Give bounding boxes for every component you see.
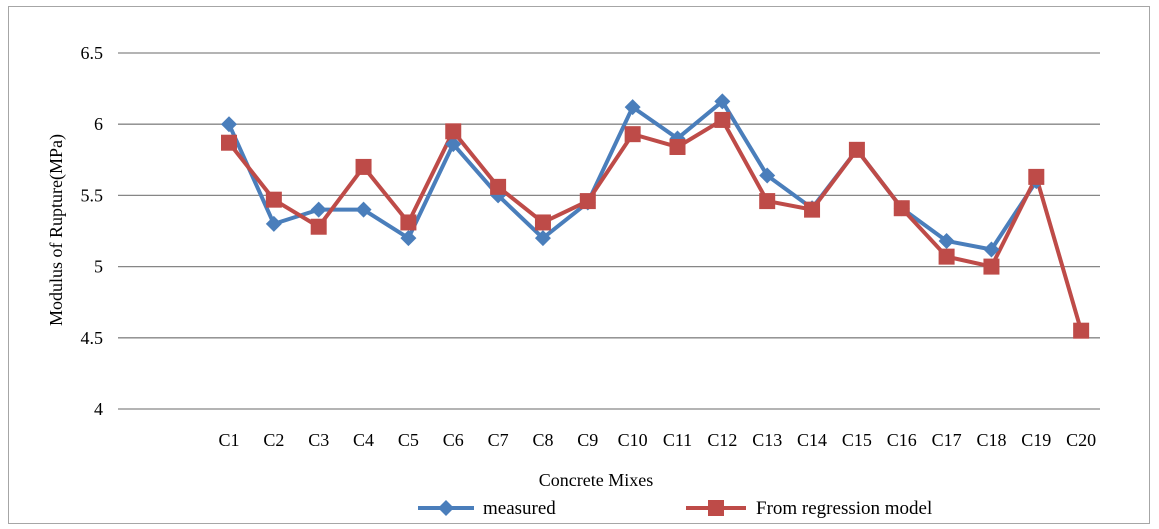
data-point-regression xyxy=(221,134,237,151)
x-axis-title: Concrete Mixes xyxy=(539,470,653,490)
y-tick-label: 4.5 xyxy=(81,328,104,348)
series-markers xyxy=(221,93,1090,339)
data-point-regression xyxy=(669,138,686,155)
y-tick-label: 6 xyxy=(94,114,103,134)
x-tick-label: C8 xyxy=(532,430,553,450)
y-tick-label: 5 xyxy=(94,257,103,277)
x-tick-label: C4 xyxy=(353,430,374,450)
legend-label: From regression model xyxy=(756,498,932,519)
x-tick-label: C6 xyxy=(443,430,464,450)
x-tick-label: C14 xyxy=(797,430,827,450)
y-tick-labels: 4 4.5 5 5.5 6 6.5 xyxy=(81,43,104,419)
y-axis-title: Modulus of Rupture(MPa) xyxy=(46,134,67,326)
data-point-regression xyxy=(759,193,776,210)
series-line-1 xyxy=(227,117,1084,332)
x-tick-label: C20 xyxy=(1066,430,1096,450)
legend-label: measured xyxy=(483,498,556,519)
x-tick-label: C3 xyxy=(308,430,329,450)
data-point-regression xyxy=(400,214,417,231)
data-point-measured xyxy=(355,201,372,218)
data-point-regression xyxy=(355,158,372,175)
data-point-regression xyxy=(714,111,731,128)
data-point-measured xyxy=(714,93,731,110)
data-point-measured xyxy=(759,167,776,184)
data-point-regression xyxy=(445,123,462,140)
chart-frame xyxy=(8,6,1150,524)
x-tick-label: C16 xyxy=(887,430,917,450)
x-tick-labels: C1 C2 C3 C4 C5 C6 C7 C8 C9 C10 C11 C12 C13 C14 C15 C16 C… xyxy=(218,430,1096,450)
x-tick-label: C19 xyxy=(1021,430,1051,450)
x-tick-label: C13 xyxy=(752,430,782,450)
data-point-measured xyxy=(310,201,327,218)
data-point-measured xyxy=(400,230,417,247)
data-point-regression xyxy=(310,218,327,235)
x-tick-label: C15 xyxy=(842,430,872,450)
x-tick-label: C9 xyxy=(577,430,598,450)
data-point-measured xyxy=(938,232,955,249)
data-point-regression xyxy=(848,141,865,158)
x-tick-label: C7 xyxy=(488,430,509,450)
data-point-regression xyxy=(265,191,282,208)
y-tick-label: 6.5 xyxy=(81,43,104,63)
x-tick-label: C10 xyxy=(618,430,648,450)
data-point-measured xyxy=(445,136,462,153)
data-point-measured xyxy=(265,215,282,232)
x-tick-label: C5 xyxy=(398,430,419,450)
data-point-regression xyxy=(534,214,551,231)
data-point-regression xyxy=(490,178,507,195)
y-tick-label: 4 xyxy=(94,399,103,419)
data-point-regression xyxy=(1073,322,1090,339)
data-point-measured xyxy=(221,116,237,133)
data-point-regression xyxy=(579,193,596,210)
x-tick-label: C2 xyxy=(263,430,284,450)
legend: measured From regression model xyxy=(418,498,932,519)
y-tick-label: 5.5 xyxy=(81,185,104,205)
legend-marker-measured xyxy=(438,500,454,516)
data-point-regression xyxy=(893,200,910,217)
legend-marker-regression xyxy=(708,500,724,516)
data-point-regression xyxy=(983,258,1000,275)
data-point-measured xyxy=(624,99,641,116)
data-point-regression xyxy=(804,201,821,218)
data-point-regression xyxy=(1028,168,1045,185)
grid-lines xyxy=(118,52,1100,410)
x-tick-label: C17 xyxy=(932,430,962,450)
data-point-measured xyxy=(983,241,1000,258)
x-tick-label: C11 xyxy=(663,430,692,450)
x-tick-label: C18 xyxy=(976,430,1006,450)
x-tick-label: C12 xyxy=(707,430,737,450)
data-point-regression xyxy=(938,248,955,265)
x-tick-label: C1 xyxy=(218,430,239,450)
series-lines xyxy=(227,99,1084,332)
data-point-measured xyxy=(534,230,551,247)
data-point-regression xyxy=(624,126,641,143)
